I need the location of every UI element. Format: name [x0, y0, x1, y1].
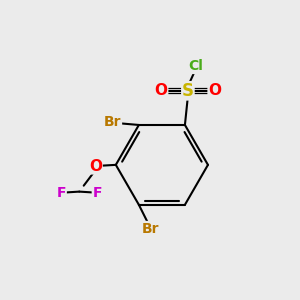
Text: F: F	[92, 186, 102, 200]
Text: Cl: Cl	[188, 59, 203, 74]
Text: O: O	[89, 159, 102, 174]
Text: S: S	[182, 82, 194, 100]
Text: Br: Br	[104, 115, 122, 129]
Text: Br: Br	[142, 221, 160, 236]
Text: F: F	[57, 186, 66, 200]
Text: O: O	[154, 83, 168, 98]
Text: O: O	[208, 83, 221, 98]
